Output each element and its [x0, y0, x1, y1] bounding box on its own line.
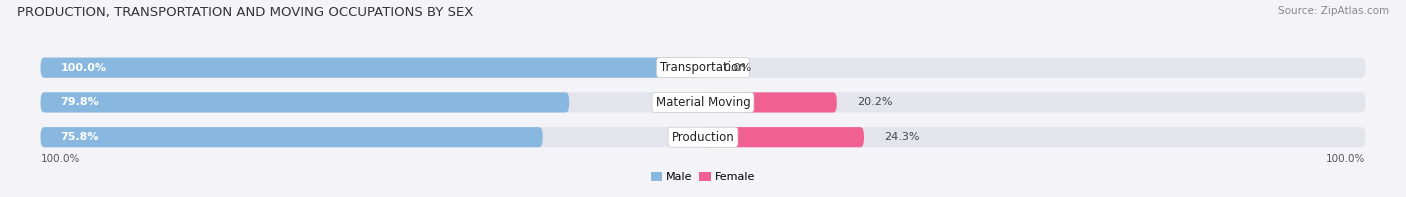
Text: 20.2%: 20.2%: [856, 98, 893, 107]
Text: Material Moving: Material Moving: [655, 96, 751, 109]
Text: Source: ZipAtlas.com: Source: ZipAtlas.com: [1278, 6, 1389, 16]
FancyBboxPatch shape: [703, 92, 837, 112]
Text: 0.0%: 0.0%: [723, 63, 751, 73]
Text: 24.3%: 24.3%: [884, 132, 920, 142]
FancyBboxPatch shape: [41, 92, 1365, 112]
Text: PRODUCTION, TRANSPORTATION AND MOVING OCCUPATIONS BY SEX: PRODUCTION, TRANSPORTATION AND MOVING OC…: [17, 6, 474, 19]
Text: Transportation: Transportation: [661, 61, 745, 74]
FancyBboxPatch shape: [41, 127, 543, 147]
Text: 75.8%: 75.8%: [60, 132, 98, 142]
FancyBboxPatch shape: [41, 58, 1365, 78]
Text: 100.0%: 100.0%: [1326, 154, 1365, 164]
FancyBboxPatch shape: [41, 58, 703, 78]
FancyBboxPatch shape: [703, 127, 863, 147]
Text: Production: Production: [672, 131, 734, 144]
FancyBboxPatch shape: [41, 92, 569, 112]
Text: 79.8%: 79.8%: [60, 98, 100, 107]
Text: 100.0%: 100.0%: [60, 63, 107, 73]
Text: 100.0%: 100.0%: [41, 154, 80, 164]
Legend: Male, Female: Male, Female: [651, 172, 755, 182]
FancyBboxPatch shape: [41, 127, 1365, 147]
